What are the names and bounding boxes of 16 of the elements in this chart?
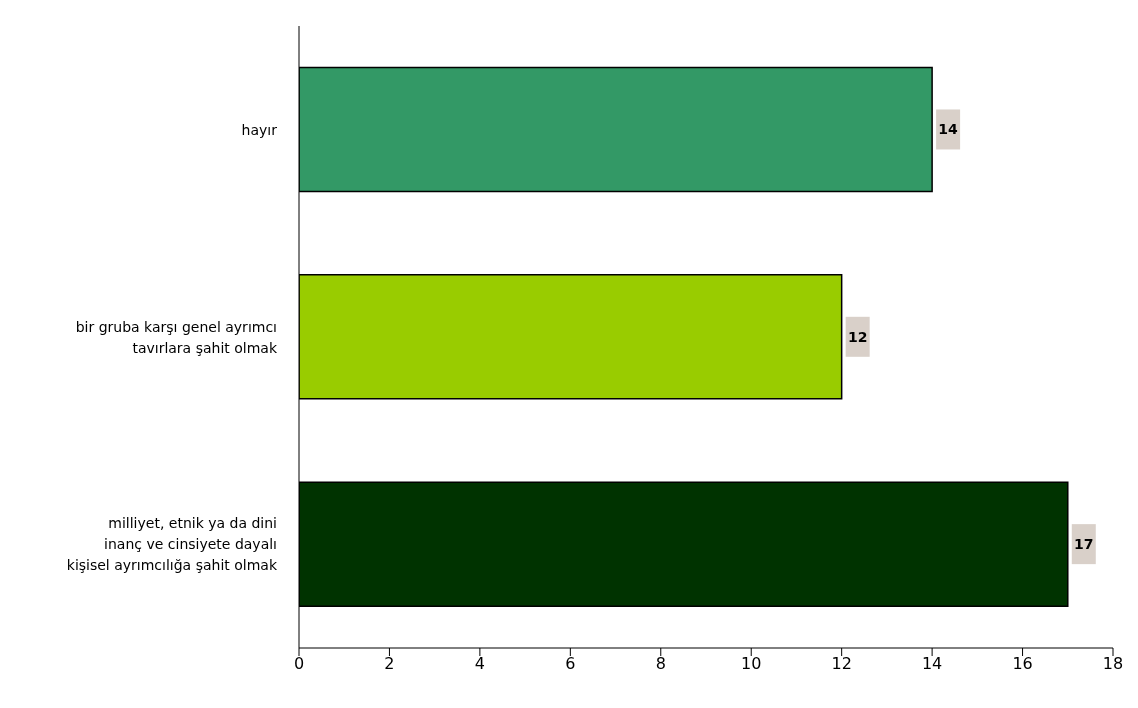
- x-tick-label: 2: [384, 654, 395, 674]
- x-tick-label: 12: [831, 654, 852, 674]
- x-tick-label: 4: [474, 654, 485, 674]
- data-label: 12: [847, 328, 868, 345]
- x-tick-label: 8: [655, 654, 666, 674]
- y-tick-label: hayır: [241, 121, 278, 138]
- x-tick-label: 0: [293, 654, 305, 674]
- y-tick-label: bir gruba karşı genel ayrımcı tavırlara şahit olmak: [75, 318, 278, 356]
- x-tick-label: 6: [565, 654, 576, 674]
- data-label: 14: [938, 121, 959, 138]
- x-tick-label: 16: [1012, 654, 1033, 674]
- x-tick-label: 18: [1102, 654, 1124, 674]
- x-tick-label: 10: [741, 654, 762, 674]
- x-tick-label: 14: [921, 654, 943, 674]
- y-tick-label: milliyet, etnik ya da dini inanç ve cinsiyete dayalı kişisel ayrımcılığa şahit olmak: [66, 515, 278, 574]
- data-label: 17: [1074, 536, 1094, 553]
